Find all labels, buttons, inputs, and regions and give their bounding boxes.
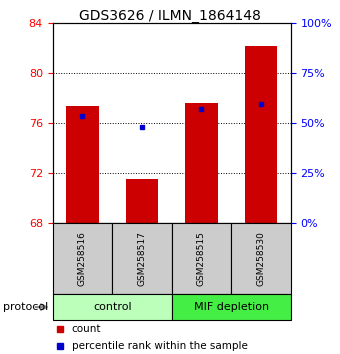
Text: control: control [93, 302, 132, 312]
Text: GSM258517: GSM258517 [137, 231, 147, 286]
Text: GSM258530: GSM258530 [256, 231, 266, 286]
Text: GDS3626 / ILMN_1864148: GDS3626 / ILMN_1864148 [79, 9, 261, 23]
Bar [185, 103, 218, 223]
Bar [172, 223, 231, 294]
Bar [172, 294, 291, 320]
Text: GSM258516: GSM258516 [78, 231, 87, 286]
Bar [125, 179, 158, 223]
Bar [244, 46, 277, 223]
Text: percentile rank within the sample: percentile rank within the sample [72, 341, 248, 350]
Text: MIF depletion: MIF depletion [194, 302, 269, 312]
Text: count: count [72, 324, 101, 334]
Bar [53, 223, 112, 294]
Bar [231, 223, 291, 294]
Bar [53, 294, 172, 320]
Bar [112, 223, 172, 294]
Bar [66, 105, 99, 223]
Text: GSM258515: GSM258515 [197, 231, 206, 286]
Text: protocol: protocol [3, 302, 49, 312]
